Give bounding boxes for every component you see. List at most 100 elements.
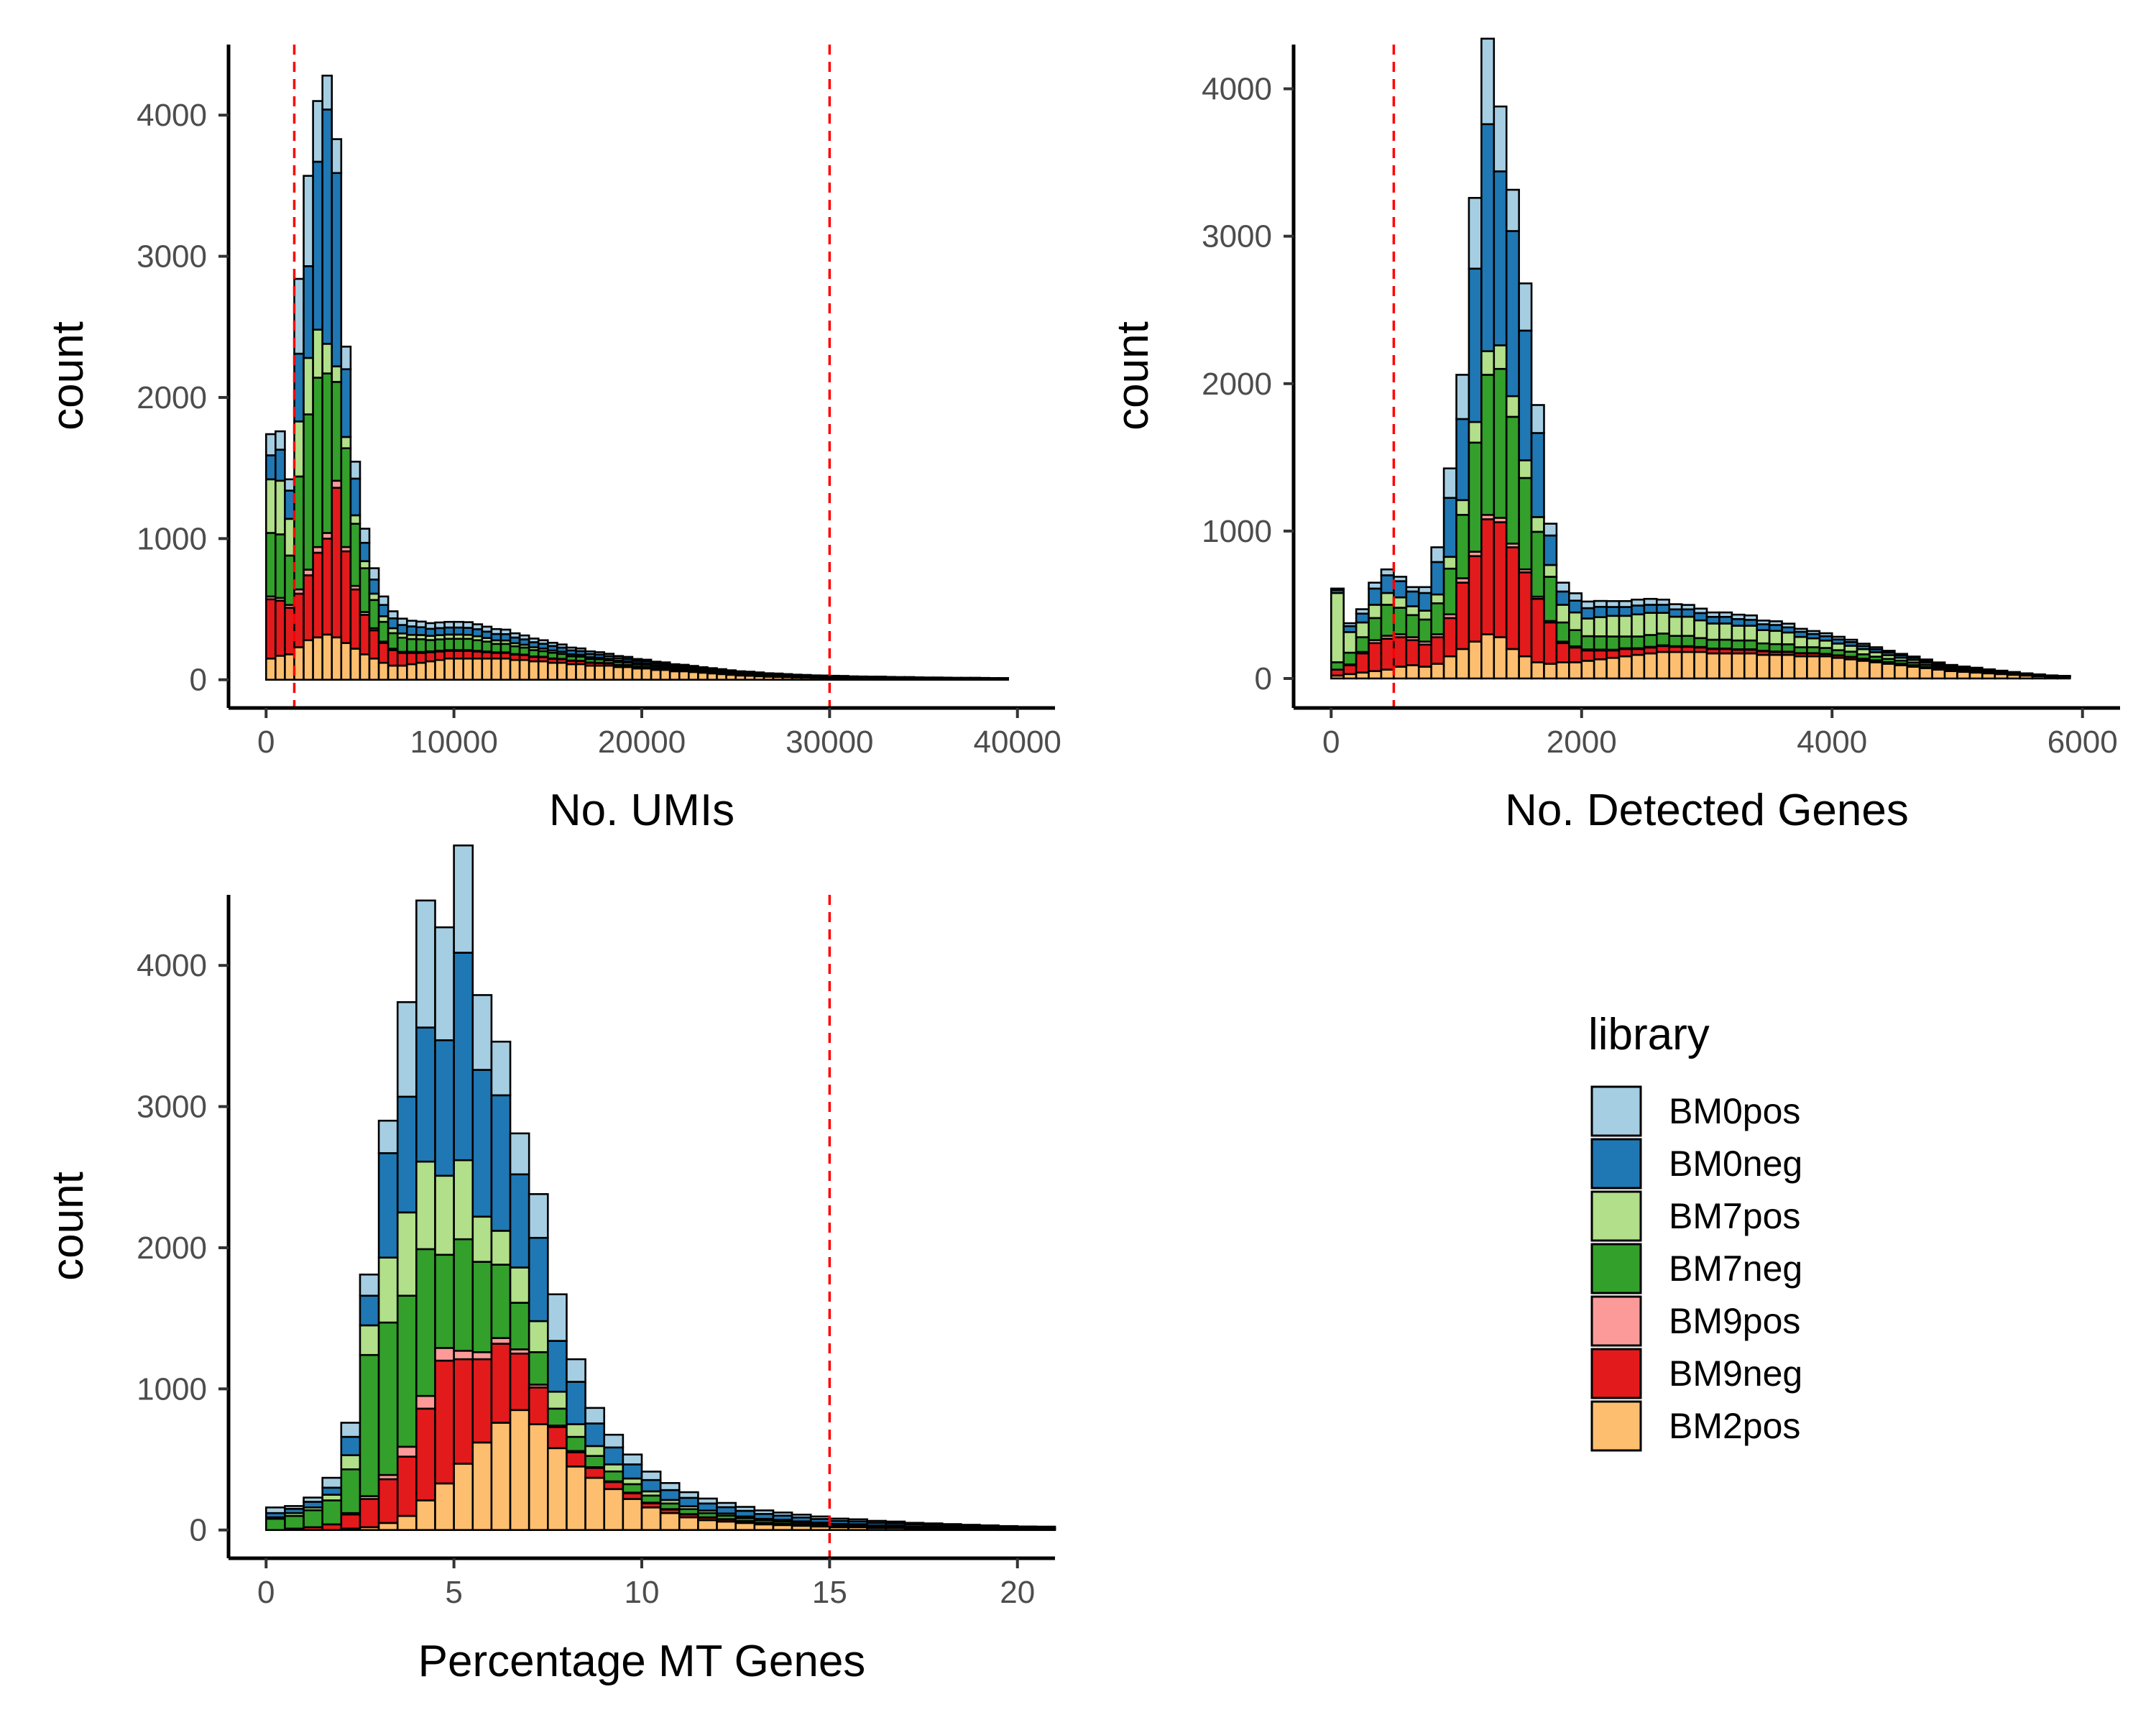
- genes-y-ticks: 0 1000 2000 3000 4000: [1202, 72, 1294, 696]
- umis-bar-BM2pos-1: [275, 655, 286, 681]
- umis-x-axis-title: No. UMIs: [549, 786, 734, 835]
- umis-bar-BM0neg-23: [481, 630, 493, 639]
- mt-bar-BM7pos-14: [528, 1320, 549, 1353]
- genes-bar-BM2pos-38: [1806, 655, 1821, 680]
- genes-bar-BM7pos-0: [1330, 592, 1345, 663]
- umis-bar-BM0pos-47: [706, 667, 718, 671]
- umis-bar-BM0neg-17: [425, 627, 436, 637]
- mt-bar-BM9neg-9: [434, 1359, 455, 1485]
- umis-bar-BM0pos-57: [800, 673, 812, 677]
- umis-bar-BM0pos-67: [894, 676, 906, 678]
- mt-bar-BM9pos-11: [471, 1351, 493, 1361]
- genes-bar-BM2pos-6: [1405, 664, 1420, 680]
- genes-bar-BM0neg-28: [1680, 608, 1695, 618]
- umis-bar-BM2pos-22: [471, 657, 484, 681]
- genes-bar-BM0neg-19: [1568, 599, 1583, 614]
- umis-bar-BM9neg-8: [340, 550, 352, 644]
- umis-bar-BM0pos-42: [659, 661, 671, 665]
- umis-bar-BM7neg-24: [490, 643, 502, 653]
- genes-bar-BM0neg-8: [1430, 561, 1445, 596]
- umis-bar-BM0neg-0: [264, 454, 277, 481]
- genes-bar-BM7neg-18: [1555, 621, 1570, 643]
- umis-bar-BM7neg-15: [405, 638, 418, 653]
- genes-bar-BM0neg-3: [1368, 587, 1383, 606]
- mt-bar-BM7neg-5: [359, 1353, 380, 1497]
- umis-bar-BM0neg-8: [340, 368, 352, 438]
- umis-bar-BM2pos-26: [509, 658, 521, 681]
- umis-bar-BM0neg-21: [462, 627, 474, 636]
- genes-bar-BM7neg-11: [1468, 441, 1483, 553]
- umis-bar-BM9neg-1: [275, 599, 286, 657]
- mt-bar-BM2pos-19: [622, 1498, 643, 1532]
- mt-bar-BM7neg-15: [547, 1407, 568, 1427]
- mt-bar-BM0pos-29: [809, 1515, 831, 1520]
- genes-bar-BM7neg-20: [1580, 635, 1595, 650]
- umis-bar-BM9neg-2: [284, 607, 295, 656]
- genes-bar-BM2pos-4: [1380, 668, 1395, 680]
- genes-bar-BM0pos-19: [1568, 592, 1583, 602]
- umis-y-tick-label: 1000: [137, 521, 207, 556]
- umis-bar-BM2pos-46: [697, 671, 709, 681]
- genes-bar-BM7neg-36: [1781, 643, 1796, 653]
- umis-bar-BM2pos-25: [499, 657, 512, 681]
- mt-bar-BM9neg-17: [584, 1467, 606, 1479]
- genes-bar-BM0pos-10: [1455, 374, 1470, 420]
- umis-bar-BM0pos-9: [349, 461, 361, 480]
- genes-bar-BM0neg-12: [1480, 123, 1496, 352]
- mt-bar-BM0pos-31: [847, 1518, 868, 1523]
- genes-bar-BM7neg-28: [1680, 635, 1695, 648]
- umis-bar-BM0pos-24: [490, 627, 502, 635]
- mt-bar-BM7pos-17: [584, 1445, 606, 1457]
- umis-bar-BM0pos-17: [425, 622, 436, 630]
- umis-bar-BM7neg-4: [303, 413, 314, 571]
- genes-bar-BM2pos-9: [1442, 655, 1457, 680]
- genes-bar-BM0pos-2: [1355, 608, 1370, 615]
- mt-bar-BM0pos-16: [566, 1358, 586, 1383]
- genes-bar-BM7neg-6: [1405, 614, 1420, 638]
- mt-bar-BM7pos-5: [359, 1324, 380, 1356]
- umis-threshold-lines: [292, 45, 831, 708]
- mt-bar-BM7pos-12: [490, 1230, 512, 1266]
- umis-bar-BM9neg-18: [434, 650, 446, 661]
- genes-bar-BM0pos-11: [1468, 197, 1483, 270]
- genes-bar-BM2pos-21: [1593, 658, 1608, 680]
- genes-x-ticks: 0 2000 4000 6000: [1322, 708, 2118, 760]
- genes-bar-BM2pos-42: [1856, 660, 1871, 680]
- mt-bar-BM0pos-12: [490, 1040, 512, 1097]
- umis-bar-BM7neg-10: [359, 567, 371, 613]
- mt-bar-BM0pos-26: [753, 1509, 775, 1515]
- genes-bar-BM9neg-16: [1530, 597, 1545, 663]
- umis-bar-BM2pos-41: [650, 668, 662, 681]
- mt-bar-BM2pos-14: [528, 1423, 549, 1532]
- umis-bar-BM7neg-23: [481, 640, 493, 653]
- umis-bar-BM0neg-6: [321, 109, 333, 345]
- mt-bar-BM9neg-8: [415, 1407, 436, 1501]
- mt-bar-BM0pos-6: [377, 1119, 399, 1154]
- umis-bar-BM2pos-32: [566, 663, 577, 681]
- umis-bars: [264, 74, 1009, 681]
- genes-bar-BM7neg-3: [1368, 617, 1383, 641]
- genes-bar-BM9neg-12: [1480, 518, 1496, 635]
- umis-bar-BM7neg-16: [415, 638, 427, 653]
- genes-bar-BM0pos-3: [1368, 581, 1383, 590]
- umis-bar-BM2pos-13: [387, 664, 399, 681]
- umis-bar-BM9neg-3: [293, 592, 305, 648]
- genes-bar-BM0pos-1: [1342, 622, 1358, 627]
- genes-bar-BM0pos-38: [1806, 630, 1821, 635]
- genes-y-tick-label: 0: [1255, 661, 1272, 696]
- umis-bar-BM2pos-14: [396, 664, 408, 681]
- umis-bar-BM0pos-26: [509, 632, 521, 639]
- umis-bar-BM7neg-9: [349, 523, 361, 587]
- mt-bar-BM7neg-0: [264, 1517, 286, 1532]
- genes-bar-BM2pos-39: [1818, 655, 1833, 680]
- umis-bar-BM7pos-8: [340, 436, 352, 449]
- genes-bar-BM7neg-15: [1518, 477, 1533, 571]
- umis-bar-BM7pos-9: [349, 514, 361, 525]
- genes-bar-BM7pos-37: [1793, 635, 1808, 648]
- genes-bar-BM7pos-5: [1393, 596, 1408, 609]
- umis-bar-BM2pos-21: [462, 657, 474, 681]
- umis-bar-BM0pos-21: [462, 621, 474, 629]
- genes-bar-BM2pos-3: [1368, 670, 1383, 680]
- genes-bar-BM0pos-31: [1718, 611, 1733, 618]
